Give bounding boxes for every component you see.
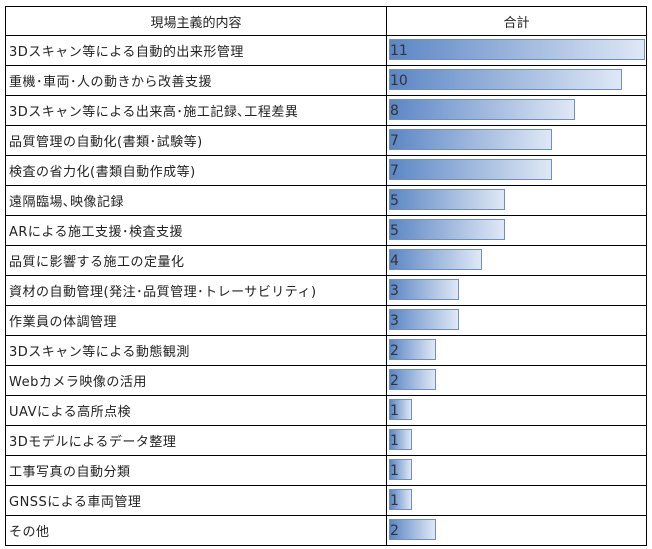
data-label: 4 (390, 253, 399, 269)
data-label: 2 (390, 523, 399, 539)
data-label: 2 (390, 373, 399, 389)
data-bar (389, 489, 413, 510)
data-label: 3 (390, 283, 399, 299)
table-row: 3Dスキャン等による動態観測 2 (5, 335, 647, 366)
data-label: 1 (390, 493, 399, 509)
data-label: 10 (390, 73, 408, 89)
row-label: 3Dスキャン等による動態観測 (5, 335, 387, 366)
row-value-cell: 1 (386, 425, 647, 456)
table-row: 資材の自動管理(発注･品質管理･トレーサビリティ) 3 (5, 275, 647, 306)
data-bar (389, 249, 483, 270)
row-label: 重機･車両･人の動きから改善支援 (5, 65, 387, 96)
row-value-cell: 10 (386, 65, 647, 96)
row-value-cell: 2 (386, 515, 647, 546)
row-label: 3Dモデルによるデータ整理 (5, 425, 387, 456)
table-row: 工事写真の自動分類 1 (5, 455, 647, 486)
data-bar (389, 219, 506, 240)
row-label: 検査の省力化(書類自動作成等) (5, 155, 387, 186)
data-bar (389, 189, 506, 210)
data-label: 1 (390, 463, 399, 479)
row-value-cell: 4 (386, 245, 647, 276)
data-label: 8 (390, 103, 399, 119)
data-bar (389, 519, 436, 540)
table-row: 検査の省力化(書類自動作成等) 7 (5, 155, 647, 186)
table-row: 重機･車両･人の動きから改善支援 10 (5, 65, 647, 96)
data-label: 7 (390, 163, 399, 179)
data-label: 1 (390, 433, 399, 449)
table-row: Webカメラ映像の活用 2 (5, 365, 647, 396)
table-row: GNSSによる車両管理 1 (5, 485, 647, 516)
table-row: 作業員の体調管理 3 (5, 305, 647, 336)
row-value-cell: 5 (386, 185, 647, 216)
row-label: GNSSによる車両管理 (5, 485, 387, 516)
row-value-cell: 3 (386, 305, 647, 336)
row-label: 品質管理の自動化(書類･試験等) (5, 125, 387, 156)
data-bar (389, 69, 622, 90)
row-value-cell: 7 (386, 125, 647, 156)
row-value-cell: 2 (386, 365, 647, 396)
data-bar (389, 339, 436, 360)
data-bar (389, 369, 436, 390)
data-table: 現場主義的内容 合計 3Dスキャン等による自動的出来形管理 11 重機･車両･人の動… (5, 6, 647, 546)
data-label: 3 (390, 313, 399, 329)
row-label: 品質に影響する施工の定量化 (5, 245, 387, 276)
data-label: 5 (390, 193, 399, 209)
row-value-cell: 8 (386, 95, 647, 126)
row-value-cell: 2 (386, 335, 647, 366)
data-bar (389, 99, 576, 120)
data-label: 2 (390, 343, 399, 359)
table-row: 遠隔臨場､映像記録 5 (5, 185, 647, 216)
data-label: 11 (390, 43, 408, 59)
data-bar (389, 459, 413, 480)
row-value-cell: 11 (386, 35, 647, 66)
data-bar (389, 39, 645, 60)
header-content: 現場主義的内容 (5, 6, 387, 36)
table-row: 品質に影響する施工の定量化 4 (5, 245, 647, 276)
data-bar (389, 159, 552, 180)
table-row: 3Dモデルによるデータ整理 1 (5, 425, 647, 456)
row-value-cell: 1 (386, 485, 647, 516)
row-label: 工事写真の自動分類 (5, 455, 387, 486)
row-value-cell: 1 (386, 395, 647, 426)
data-bar (389, 279, 459, 300)
row-label: ARによる施工支援･検査支援 (5, 215, 387, 246)
table-row: 3Dスキャン等による自動的出来形管理 11 (5, 35, 647, 66)
row-value-cell: 7 (386, 155, 647, 186)
data-bar (389, 429, 413, 450)
table-row: UAVによる高所点検 1 (5, 395, 647, 426)
data-bar (389, 399, 413, 420)
data-bar (389, 129, 552, 150)
row-label: その他 (5, 515, 387, 546)
data-label: 5 (390, 223, 399, 239)
row-label: 作業員の体調管理 (5, 305, 387, 336)
header-row: 現場主義的内容 合計 (5, 6, 647, 36)
row-label: 3Dスキャン等による自動的出来形管理 (5, 35, 387, 66)
table-row: ARによる施工支援･検査支援 5 (5, 215, 647, 246)
data-label: 7 (390, 133, 399, 149)
row-value-cell: 3 (386, 275, 647, 306)
row-label: UAVによる高所点検 (5, 395, 387, 426)
data-label: 1 (390, 403, 399, 419)
table-row: 品質管理の自動化(書類･試験等) 7 (5, 125, 647, 156)
table-row: 3Dスキャン等による出来高･施工記録､工程差異 8 (5, 95, 647, 126)
row-label: 資材の自動管理(発注･品質管理･トレーサビリティ) (5, 275, 387, 306)
row-label: Webカメラ映像の活用 (5, 365, 387, 396)
data-bar (389, 309, 459, 330)
row-label: 遠隔臨場､映像記録 (5, 185, 387, 216)
row-value-cell: 1 (386, 455, 647, 486)
row-value-cell: 5 (386, 215, 647, 246)
table-row: その他 2 (5, 515, 647, 546)
header-total: 合計 (386, 6, 647, 36)
row-label: 3Dスキャン等による出来高･施工記録､工程差異 (5, 95, 387, 126)
